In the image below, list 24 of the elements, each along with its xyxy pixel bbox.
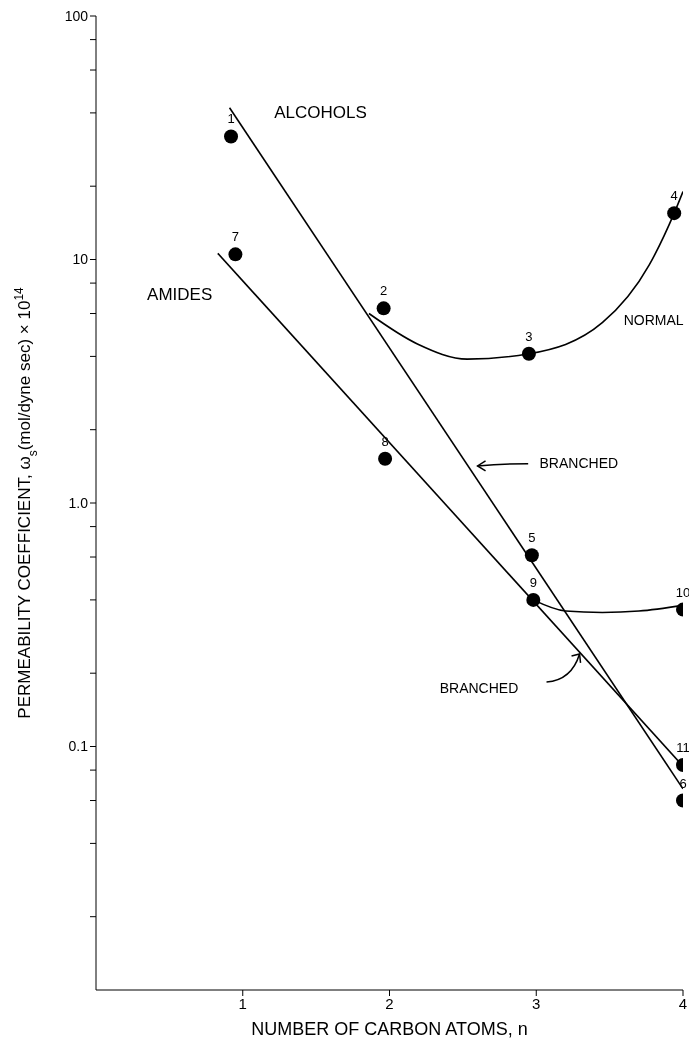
- y-tick-label: 10: [72, 251, 89, 268]
- annotation: 11: [676, 739, 689, 755]
- y-tick-label: 100: [64, 7, 89, 24]
- x-tick-label: 3: [532, 994, 541, 1012]
- annotation: 9: [529, 574, 537, 590]
- annotation: 5: [528, 530, 536, 546]
- annotation: 7: [231, 229, 240, 245]
- x-axis-title: NUMBER OF CARBON ATOMS, n: [251, 1019, 528, 1039]
- annotation: 6: [679, 775, 687, 791]
- y-tick-label: 0.1: [68, 738, 89, 755]
- annotation: 10: [675, 584, 689, 600]
- annotation: AMIDES: [147, 284, 213, 304]
- y-tick-label: 1.0: [68, 494, 89, 511]
- annotation: 4: [670, 188, 678, 204]
- annotation: 3: [525, 328, 533, 344]
- x-tick-label: 2: [385, 994, 394, 1012]
- annotation: BRANCHED: [539, 454, 619, 471]
- x-tick-label: 1: [238, 994, 247, 1012]
- x-tick-label: 4: [678, 994, 688, 1012]
- annotation: BRANCHED: [439, 679, 519, 696]
- annotation: 1: [227, 111, 235, 127]
- annotation: NORMAL: [623, 311, 684, 328]
- annotation: ALCOHOLS: [274, 103, 367, 123]
- annotation: 2: [380, 283, 388, 299]
